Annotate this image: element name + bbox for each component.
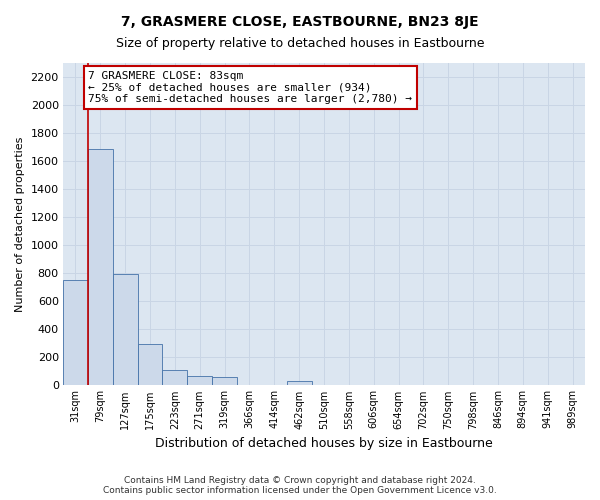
Text: Contains HM Land Registry data © Crown copyright and database right 2024.
Contai: Contains HM Land Registry data © Crown c… xyxy=(103,476,497,495)
Text: 7 GRASMERE CLOSE: 83sqm
← 25% of detached houses are smaller (934)
75% of semi-d: 7 GRASMERE CLOSE: 83sqm ← 25% of detache… xyxy=(88,71,412,104)
Y-axis label: Number of detached properties: Number of detached properties xyxy=(15,136,25,312)
Bar xyxy=(63,280,88,385)
Text: Size of property relative to detached houses in Eastbourne: Size of property relative to detached ho… xyxy=(116,38,484,51)
X-axis label: Distribution of detached houses by size in Eastbourne: Distribution of detached houses by size … xyxy=(155,437,493,450)
Bar xyxy=(113,274,137,385)
Bar xyxy=(287,381,311,385)
Bar xyxy=(163,370,187,385)
Bar xyxy=(212,376,237,385)
Bar xyxy=(137,344,163,385)
Text: 7, GRASMERE CLOSE, EASTBOURNE, BN23 8JE: 7, GRASMERE CLOSE, EASTBOURNE, BN23 8JE xyxy=(121,15,479,29)
Bar xyxy=(187,376,212,385)
Bar xyxy=(88,150,113,385)
